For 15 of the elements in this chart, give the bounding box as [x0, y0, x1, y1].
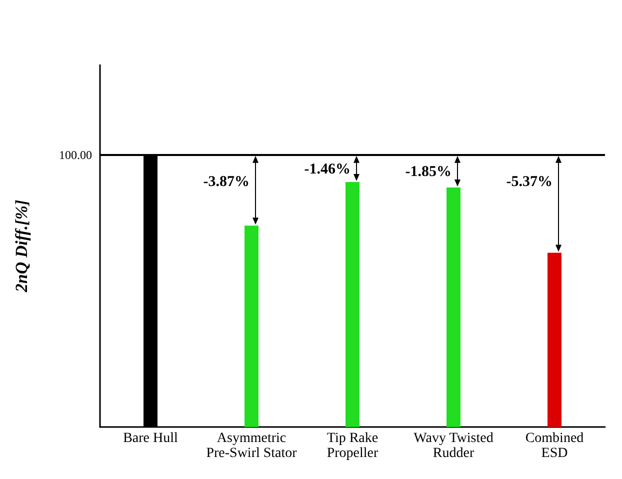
x-tick-label: Asymmetric Pre-Swirl Stator [206, 431, 298, 461]
x-tick-label: Wavy Twisted Rudder [414, 431, 494, 461]
annotation: -3.87% [203, 174, 250, 190]
bar [548, 252, 562, 427]
ref-line-label: 100.00 [59, 148, 92, 162]
bar [346, 182, 360, 427]
y-axis-title: 2nQ Diff.[%] [12, 200, 31, 294]
x-tick-label: Tip Rake Propeller [326, 431, 378, 461]
bar [244, 226, 258, 427]
annotation: -1.46% [304, 161, 350, 178]
annotation: -5.37% [506, 174, 552, 190]
annotation: -1.85% [405, 164, 452, 180]
bar [446, 187, 460, 427]
x-tick-label: Combined ESD [525, 431, 584, 461]
x-tick-label: Bare Hull [123, 431, 178, 446]
